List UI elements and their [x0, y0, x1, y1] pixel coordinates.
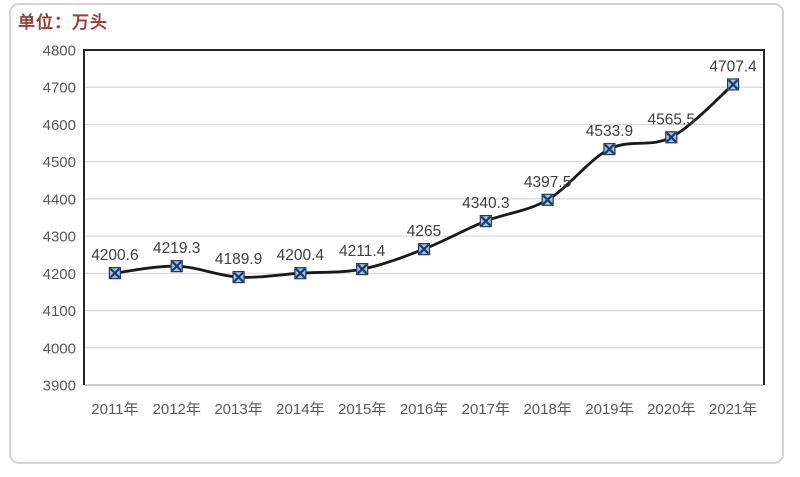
- x-tick-label: 2013年: [214, 401, 262, 418]
- y-tick-label: 3900: [43, 378, 76, 395]
- marker-x-glyph: [356, 263, 368, 275]
- marker-x-glyph: [480, 215, 492, 227]
- y-tick-label: 4000: [43, 340, 76, 357]
- x-tick-label: 2021年: [709, 401, 757, 418]
- data-line: [113, 83, 735, 279]
- x-tick-label: 2012年: [153, 401, 201, 418]
- marker-x-glyph: [604, 143, 615, 155]
- x-tick-label: 2019年: [585, 401, 633, 418]
- data-label: 4219.3: [153, 240, 200, 257]
- marker-x-glyph: [233, 271, 244, 283]
- data-label: 4397.5: [524, 174, 571, 191]
- x-tick-label: 2015年: [338, 401, 386, 418]
- data-label: 4200.6: [91, 247, 138, 264]
- marker-x-glyph: [171, 260, 183, 272]
- data-label: 4707.4: [709, 58, 757, 75]
- marker-x-glyph: [295, 267, 306, 279]
- y-tick-label: 4400: [43, 191, 76, 208]
- x-tick-label: 2016年: [400, 401, 448, 418]
- x-tick-label: 2017年: [462, 401, 510, 418]
- marker-x-glyph: [418, 243, 430, 255]
- y-tick-label: 4100: [43, 303, 76, 320]
- x-tick-label: 2018年: [523, 401, 571, 418]
- marker-x-glyph: [665, 132, 677, 143]
- data-label: 4340.3: [462, 195, 509, 212]
- data-label: 4211.4: [339, 243, 386, 260]
- y-tick-label: 4600: [43, 117, 76, 134]
- plot-border: [83, 49, 765, 385]
- data-label: 4265: [407, 223, 441, 240]
- marker-x-glyph: [727, 79, 739, 90]
- y-tick-label: 4200: [43, 266, 76, 283]
- chart-frame: [9, 3, 784, 464]
- unit-label: 单位：万头: [18, 13, 108, 32]
- marker-x-glyph: [542, 194, 553, 206]
- y-tick-label: 4500: [43, 154, 76, 171]
- y-tick-label: 4700: [43, 80, 76, 97]
- y-tick-label: 4300: [43, 229, 76, 246]
- marker-x-glyph: [109, 267, 121, 279]
- x-tick-label: 2020年: [647, 401, 695, 418]
- y-tick-label: 4800: [43, 43, 76, 60]
- data-label: 4189.9: [215, 251, 262, 268]
- x-tick-label: 2011年: [91, 401, 138, 418]
- data-label: 4533.9: [586, 123, 633, 140]
- x-tick-label: 2014年: [276, 401, 324, 418]
- data-label: 4200.4: [277, 247, 325, 264]
- data-label: 4565.5: [648, 111, 695, 128]
